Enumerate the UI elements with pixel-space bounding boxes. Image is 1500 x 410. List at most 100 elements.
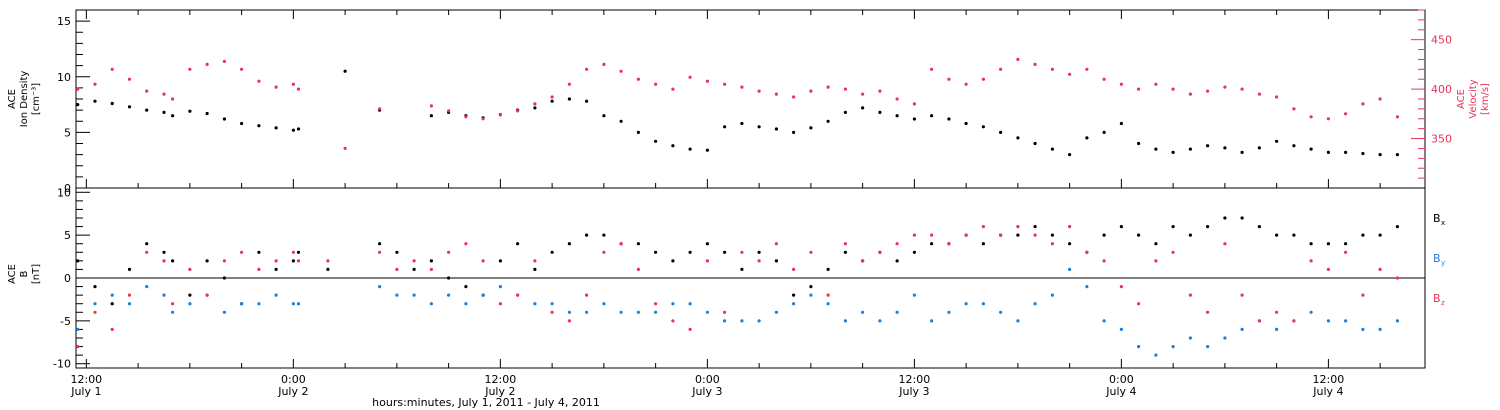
density-point — [1033, 141, 1037, 146]
field-tick-label: 0 — [64, 272, 71, 285]
velocity-point — [740, 85, 744, 89]
bz-point — [1154, 259, 1158, 263]
bz-point — [792, 267, 796, 271]
bz-point — [705, 259, 710, 263]
velocity-point — [1050, 67, 1054, 71]
density-axis-label-line: Ion Density — [19, 71, 30, 128]
bz-point — [964, 233, 968, 237]
by-point — [1395, 319, 1399, 323]
bx-point — [1309, 242, 1313, 246]
bx-point — [326, 267, 330, 271]
density-point — [533, 106, 537, 110]
bx-point — [205, 259, 209, 263]
bx-point — [464, 285, 468, 289]
by-point — [1119, 327, 1123, 331]
bz-point — [76, 345, 80, 349]
bx-point — [981, 242, 986, 246]
by-point — [274, 293, 278, 297]
velocity-point — [843, 87, 848, 91]
bz-point — [257, 267, 261, 271]
density-point — [757, 125, 761, 129]
by-point — [1223, 336, 1227, 340]
velocity-point — [602, 62, 606, 66]
bz-point — [188, 267, 192, 271]
magnetic-field-series — [76, 216, 1399, 357]
bz-point — [274, 259, 278, 263]
by-point — [895, 310, 899, 314]
bz-point — [395, 267, 399, 271]
bx-point — [110, 302, 114, 306]
density-point — [878, 110, 882, 114]
bz-point — [1240, 293, 1244, 297]
bz-point — [110, 327, 114, 331]
bx-point — [93, 285, 97, 289]
velocity-axis-ticks: 350 400 450 — [1411, 9, 1452, 179]
density-point — [205, 111, 209, 116]
bz-point — [671, 319, 675, 323]
velocity-point — [964, 82, 968, 86]
velocity-point — [930, 67, 934, 71]
bx-point — [76, 259, 80, 263]
by-point — [809, 293, 813, 297]
density-point — [257, 124, 261, 128]
bx-point — [1344, 242, 1348, 246]
bz-point — [1309, 259, 1313, 263]
bz-point — [1326, 267, 1330, 271]
bz-point — [222, 259, 226, 263]
bz-point — [1188, 293, 1192, 297]
velocity-point — [274, 85, 278, 89]
density-point — [895, 114, 899, 118]
density-point — [1240, 150, 1244, 154]
time-tick-date: July 3 — [691, 385, 722, 398]
by-point — [964, 302, 968, 306]
bx-point — [1378, 233, 1382, 237]
bx-point — [567, 242, 572, 246]
bz-point — [688, 327, 692, 331]
velocity-point — [1309, 115, 1313, 119]
time-tick-date: July 2 — [277, 385, 308, 398]
by-point — [481, 293, 485, 297]
legend-bx-subscript: x — [1441, 219, 1445, 227]
by-point — [981, 302, 986, 306]
bx-point — [1068, 242, 1072, 246]
density-tick-label: 0 — [64, 182, 71, 195]
legend-by: B — [1433, 252, 1441, 265]
time-tick-label: 0:00 — [1109, 373, 1134, 386]
density-tick-label: 10 — [57, 71, 71, 84]
by-point — [498, 285, 502, 289]
velocity-point — [1137, 87, 1141, 91]
field-tick-label: 10 — [57, 186, 71, 199]
by-point — [76, 327, 80, 331]
density-axis-label-line: [cm⁻³] — [31, 83, 42, 115]
bz-point — [447, 250, 451, 254]
velocity-point — [981, 77, 986, 81]
bx-point — [1171, 225, 1175, 229]
legend-by-subscript: y — [1441, 259, 1445, 267]
density-point — [1395, 153, 1399, 157]
velocity-point — [1119, 82, 1123, 86]
time-tick-label: 12:00 — [485, 373, 517, 386]
bx-point — [395, 250, 399, 254]
bz-point — [296, 259, 301, 263]
bx-point — [809, 285, 813, 289]
bz-point — [1223, 242, 1227, 246]
bz-point — [1378, 267, 1382, 271]
bz-point — [654, 302, 658, 306]
bz-point — [843, 242, 848, 246]
bx-point — [550, 250, 554, 254]
by-point — [533, 302, 537, 306]
by-point — [740, 319, 744, 323]
bx-point — [723, 250, 727, 254]
velocity-point — [688, 75, 692, 79]
bx-point — [1361, 233, 1365, 237]
density-point — [1309, 147, 1313, 151]
by-point — [1344, 319, 1348, 323]
by-point — [826, 302, 830, 306]
density-point — [792, 130, 796, 134]
bz-point — [567, 319, 572, 323]
bz-point — [464, 242, 468, 246]
bz-point — [723, 310, 727, 314]
field-axis-label-line: ACE — [7, 264, 18, 284]
